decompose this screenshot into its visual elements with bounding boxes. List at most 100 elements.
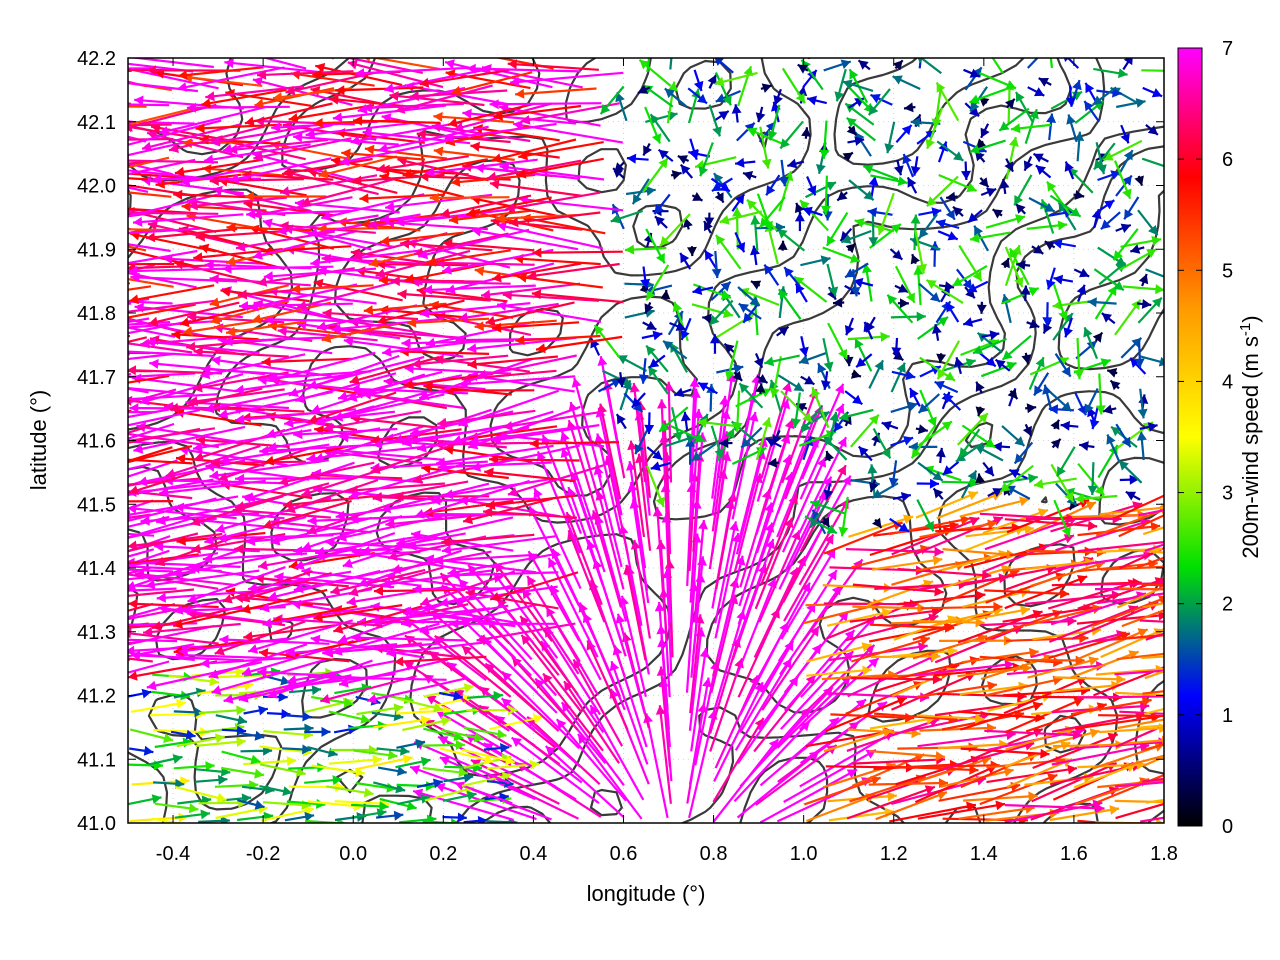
wind-arrow [845,242,857,254]
wind-arrow-head [241,604,251,614]
wind-arrow-head [501,698,512,708]
wind-arrow [204,516,307,545]
wind-arrow [397,289,491,302]
wind-arrow-head [820,255,831,266]
wind-arrow-head [1085,501,1096,511]
wind-arrow-head [932,555,943,566]
wind-arrow-shaft [958,806,1035,820]
wind-arrow-head [969,516,980,527]
wind-arrow-head [56,323,65,333]
wind-arrow [128,334,131,338]
wind-arrow-shaft [829,692,930,699]
wind-arrow [1145,632,1164,641]
wind-arrow-shaft [128,285,152,291]
wind-arrow-shaft [128,588,195,598]
wind-arrow-head [1029,647,1039,658]
wind-arrow-head [128,509,132,520]
wind-arrow-head [903,514,914,524]
wind-arrow-head [338,634,349,644]
wind-arrow-head [387,551,398,561]
wind-arrow [128,628,219,645]
wind-arrow-head [918,424,928,435]
wind-arrow [802,558,864,642]
wind-arrow-head [155,556,166,567]
wind-arrow-head [485,316,496,326]
wind-arrow-head [98,593,108,603]
wind-arrow-head [508,705,517,716]
wind-arrow-head [432,778,443,789]
wind-arrow-head [76,200,86,210]
wind-arrow-head [53,562,62,572]
wind-arrow-head [151,794,162,804]
wind-arrow [760,418,795,515]
wind-arrow [128,553,199,565]
wind-arrow-head [1204,590,1214,600]
wind-arrow-head [58,447,68,457]
wind-arrow-head [527,575,537,587]
wind-arrow [176,733,226,748]
wind-arrow [483,743,510,753]
wind-arrow-head [609,661,620,672]
wind-arrow-head [810,499,821,510]
wind-arrow [328,710,371,724]
wind-arrow-head [258,648,269,659]
wind-arrow-shaft [547,557,599,658]
wind-arrow-shaft [1141,655,1164,659]
wind-arrow-head [173,189,183,200]
wind-arrow-shaft [394,655,487,664]
wind-arrow-head [992,516,1003,526]
wind-arrow-shaft [565,511,603,606]
wind-arrow-head [453,690,463,701]
wind-arrow-head [115,534,125,544]
wind-arrow-shaft [156,589,267,600]
wind-arrow-shaft [317,227,399,231]
wind-arrow-shaft [916,683,998,699]
wind-arrow [945,301,960,323]
wind-arrow [655,705,672,804]
wind-arrow-shaft [1092,597,1164,627]
wind-arrow [1115,781,1164,788]
wind-arrow-shaft [713,681,764,782]
wind-arrow-shaft [738,502,773,607]
wind-arrow-head [13,604,23,614]
wind-arrow-head [35,204,45,214]
wind-arrow-head [379,801,389,812]
wind-arrow-shaft [355,756,413,771]
wind-arrow [173,761,215,772]
wind-arrow-shaft [128,657,153,663]
wind-arrow-shaft [891,649,958,658]
wind-arrow [1121,609,1164,628]
wind-arrow-head [222,594,233,604]
wind-arrow [1114,299,1142,336]
wind-arrow-head [381,578,392,589]
wind-arrow [284,811,315,822]
wind-arrow-shaft [1100,628,1164,659]
wind-arrow [198,705,246,716]
wind-arrow [917,316,949,340]
wind-arrow-head [1165,775,1175,785]
wind-arrow [736,538,775,644]
wind-arrow-head [143,745,154,756]
wind-arrow-shaft [710,594,737,694]
wind-arrow-shaft [691,408,700,517]
wind-arrow-shaft [1031,761,1118,803]
wind-arrow-shaft [691,556,704,662]
wind-arrow-head [1072,730,1082,740]
wind-arrow-shaft [630,481,649,591]
wind-arrow-shaft [1076,695,1164,699]
wind-arrow [128,587,177,592]
wind-arrow-shaft [128,210,133,214]
wind-arrow [1073,268,1090,278]
wind-arrow [1125,490,1141,501]
wind-arrow-shaft [1072,582,1164,586]
wind-arrow-head [57,633,66,643]
wind-arrow-shaft [645,713,669,819]
wind-arrow [1092,595,1164,627]
wind-arrow [1122,284,1164,295]
wind-arrow [1136,556,1164,569]
wind-arrow [311,695,354,708]
wind-arrow-head [254,800,265,810]
wind-arrow [247,570,352,593]
wind-arrow-head [241,666,252,677]
wind-arrow [731,411,759,520]
